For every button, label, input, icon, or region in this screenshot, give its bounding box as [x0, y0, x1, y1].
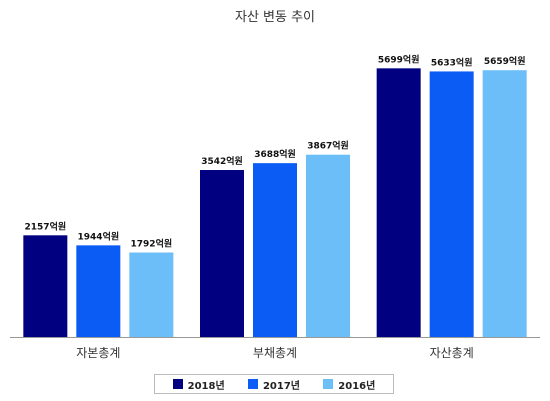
data-label-자본총계-2016년: 1792억원: [131, 238, 173, 250]
bar-자본총계-2016년[interactable]: [129, 252, 174, 337]
data-label-부채총계-2016년: 3867억원: [307, 140, 349, 152]
data-label-자본총계-2017년: 1944억원: [78, 230, 120, 242]
bar-자산총계-2018년[interactable]: [376, 68, 421, 337]
legend-label-2016: 2016년: [338, 380, 376, 392]
data-label-자산총계-2016년: 5659억원: [484, 55, 526, 67]
x-tick-label-자산총계: 자산총계: [430, 346, 474, 360]
data-label-자본총계-2018년: 2157억원: [25, 220, 67, 232]
bar-자본총계-2017년[interactable]: [76, 245, 121, 337]
x-tick-label-자본총계: 자본총계: [76, 346, 120, 360]
chart-legend: 2018년 2017년 2016년: [154, 374, 394, 394]
data-label-부채총계-2017년: 3688억원: [254, 148, 296, 160]
legend-label-2018: 2018년: [187, 380, 225, 392]
legend-label-2017: 2017년: [262, 380, 301, 392]
legend-item-2018[interactable]: 2018년: [172, 377, 225, 392]
bar-자산총계-2016년[interactable]: [482, 70, 527, 338]
legend-swatch-2017: [247, 379, 258, 389]
data-label-부채총계-2018년: 3542억원: [201, 155, 243, 167]
legend-item-2017[interactable]: 2017년: [247, 377, 301, 392]
bar-자본총계-2018년[interactable]: [23, 235, 68, 337]
chart-title: 자산 변동 추이: [234, 10, 316, 25]
legend-swatch-2016: [323, 379, 334, 389]
bar-부채총계-2016년[interactable]: [306, 154, 350, 337]
legend-item-2016[interactable]: 2016년: [323, 377, 375, 392]
legend-swatch-2018: [172, 379, 183, 389]
data-label-자산총계-2018년: 5699억원: [378, 53, 420, 65]
bar-부채총계-2018년[interactable]: [200, 170, 244, 337]
data-label-자산총계-2017년: 5633억원: [431, 56, 473, 68]
bar-자산총계-2017년[interactable]: [429, 71, 474, 338]
bar-부채총계-2017년[interactable]: [253, 163, 297, 337]
x-tick-label-부채총계: 부채총계: [253, 346, 297, 360]
